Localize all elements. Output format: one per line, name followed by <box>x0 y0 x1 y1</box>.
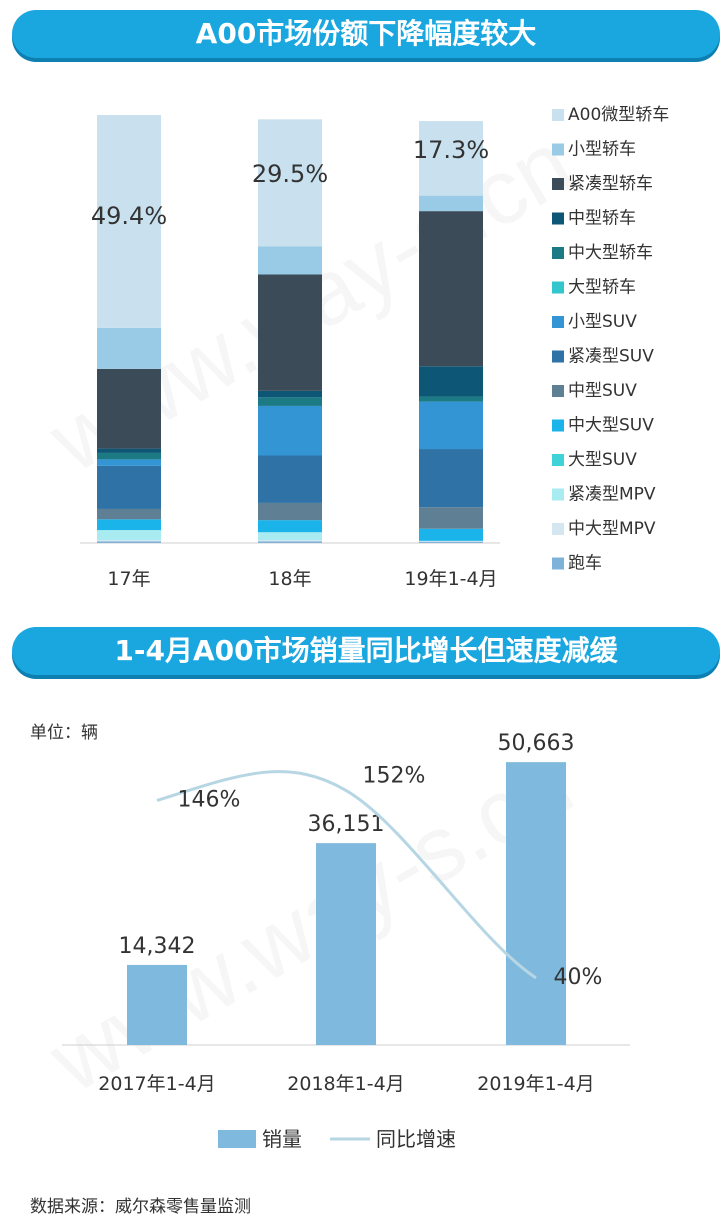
bar-segment <box>419 540 483 542</box>
legend-label: 中大型SUV <box>568 416 654 436</box>
legend-label-growth: 同比增速 <box>376 1127 456 1151</box>
bar-segment <box>258 274 322 391</box>
legend-swatch-sales <box>218 1130 256 1148</box>
growth-value-label: 152% <box>363 763 426 788</box>
bar-segment <box>97 519 161 531</box>
legend-swatch <box>552 523 564 535</box>
legend-swatch <box>552 212 564 225</box>
bar-segment <box>97 530 161 540</box>
bar-segment <box>97 465 161 509</box>
bar-segment <box>419 541 483 543</box>
data-label: 29.5% <box>252 160 328 188</box>
legend-label: 中大型MPV <box>568 519 656 539</box>
top-banner-title: A00市场份额下降幅度较大 <box>12 10 720 58</box>
data-label: 17.3% <box>413 136 489 164</box>
sales-value-label: 50,663 <box>498 731 575 756</box>
growth-value-label: 40% <box>554 965 603 990</box>
legend-label: 紧凑型MPV <box>568 485 656 505</box>
bar-segment <box>258 390 322 398</box>
bar-segment <box>97 459 161 466</box>
bar-segment <box>258 539 322 542</box>
bar-segment <box>97 541 161 543</box>
legend-label-sales: 销量 <box>262 1127 302 1151</box>
bar-segment <box>258 541 322 543</box>
bottom-banner-title: 1-4月A00市场销量同比增长但速度减缓 <box>12 627 720 675</box>
sales-bar <box>316 843 376 1045</box>
bar-segment <box>419 366 483 397</box>
growth-line <box>156 770 537 980</box>
legend-label: 中大型轿车 <box>568 243 653 263</box>
bar-segment <box>419 401 483 450</box>
legend-label: 小型轿车 <box>568 140 636 160</box>
x-tick-label: 2019年1-4月 <box>477 1073 594 1095</box>
data-label: 49.4% <box>91 202 167 230</box>
bar-segment <box>419 211 483 367</box>
bar-segment <box>97 448 161 453</box>
bar-segment <box>97 452 161 460</box>
bar-segment <box>258 502 322 521</box>
bar-segment <box>419 195 483 212</box>
bar-segment <box>258 397 322 406</box>
bar-segment <box>97 327 161 369</box>
unit-label: 单位：辆 <box>30 723 98 743</box>
legend-swatch <box>552 109 564 121</box>
x-tick-label: 18年 <box>268 568 311 590</box>
bar-segment <box>258 405 322 456</box>
bar-segment <box>258 455 322 503</box>
bar-segment <box>419 507 483 529</box>
legend-label: 紧凑型轿车 <box>568 174 653 194</box>
bar-segment <box>258 520 322 533</box>
bar-segment <box>97 508 161 520</box>
stacked-share-chart: 17年 18年 19年1-4月 49.4% 29.5% 17.3% A00微型轿车小型轿车紧… <box>80 105 669 590</box>
legend-swatch <box>552 178 564 190</box>
sales-value-label: 14,342 <box>119 934 196 959</box>
legend-swatch <box>552 350 564 363</box>
x-tick-label: 2017年1-4月 <box>98 1073 215 1095</box>
data-source-note: 数据来源：威尔森零售量监测 <box>30 1197 251 1217</box>
legend-swatch <box>552 247 564 259</box>
growth-value-label: 146% <box>178 787 241 812</box>
legend-swatch <box>552 557 564 570</box>
bar-segment <box>258 246 322 275</box>
legend-swatch <box>552 281 564 294</box>
bar-segment <box>419 121 483 196</box>
legend-label: 中型轿车 <box>568 209 636 229</box>
legend-label: 大型SUV <box>568 450 637 470</box>
sales-bar <box>506 762 566 1045</box>
legend-swatch <box>552 488 564 501</box>
legend-swatch <box>552 316 564 328</box>
legend-label: 中型SUV <box>568 381 637 401</box>
bar-segment <box>97 539 161 542</box>
bar-segment <box>419 449 483 508</box>
x-tick-label: 2018年1-4月 <box>287 1073 404 1095</box>
legend-swatch <box>552 419 564 432</box>
sales-bar <box>127 964 187 1045</box>
legend-swatch <box>552 385 564 397</box>
legend-swatch <box>552 143 564 156</box>
legend-label: 跑车 <box>568 554 602 574</box>
legend-label: 小型SUV <box>568 312 637 332</box>
bar-segment <box>97 368 161 449</box>
sales-growth-chart: 单位：辆 14,342 2017年1-4月 36,151 2018年1-4月 50,663… <box>30 723 630 1151</box>
legend-label: A00微型轿车 <box>568 105 669 125</box>
bar-segment <box>419 528 483 541</box>
legend-swatch <box>552 454 564 466</box>
bar-segment <box>258 119 322 247</box>
bar-segment <box>419 396 483 402</box>
x-tick-label: 17年 <box>107 568 150 590</box>
bar-segment <box>97 115 161 328</box>
bar-segment <box>258 532 322 540</box>
x-tick-label: 19年1-4月 <box>404 568 497 590</box>
legend-label: 紧凑型SUV <box>568 347 654 367</box>
sales-value-label: 36,151 <box>308 812 385 837</box>
legend-label: 大型轿车 <box>568 278 636 298</box>
